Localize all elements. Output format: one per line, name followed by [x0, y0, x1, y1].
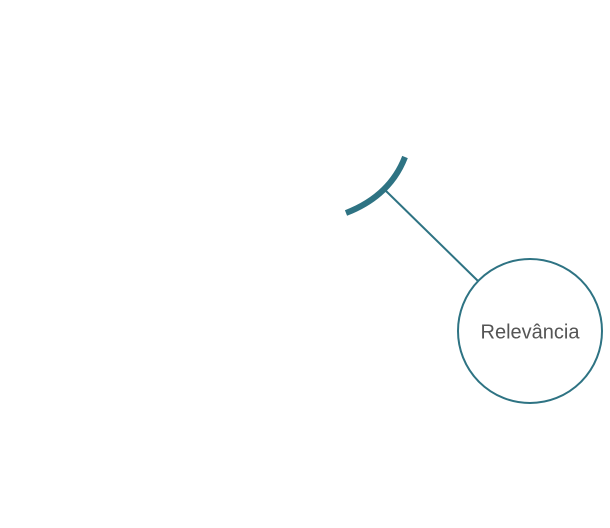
node-circle[interactable] — [457, 258, 603, 404]
connector-line — [384, 189, 479, 282]
ring-arc-segment — [344, 155, 408, 216]
node-label: Relevância — [481, 321, 581, 343]
